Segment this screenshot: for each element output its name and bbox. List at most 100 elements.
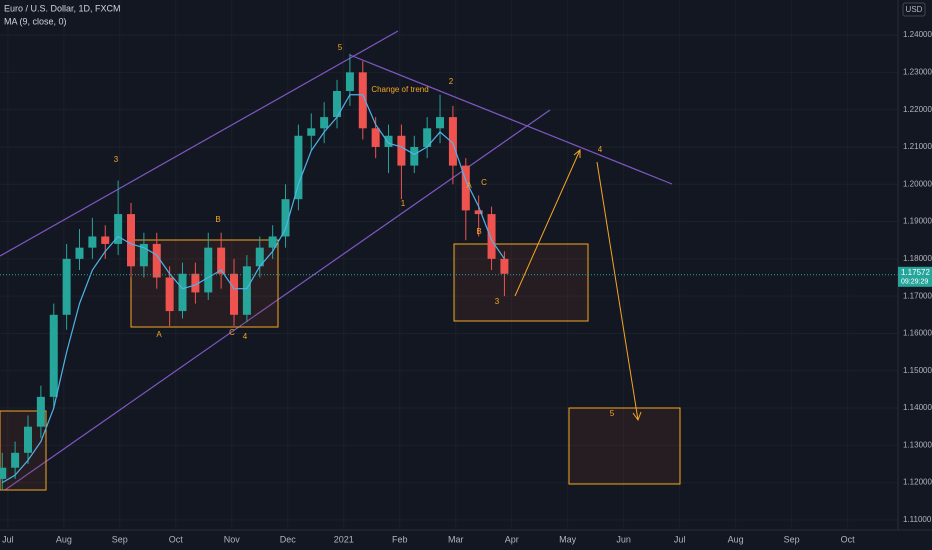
annotation: 3: [114, 155, 119, 164]
candle-body: [294, 135, 303, 200]
indicator-label: MA (9, close, 0): [4, 16, 67, 26]
x-tick-label: 2021: [334, 534, 354, 544]
chart-title: Euro / U.S. Dollar, 1D, FXCM: [4, 3, 121, 13]
candle-body: [62, 258, 71, 315]
candle-body: [191, 273, 200, 293]
x-tick-label: May: [559, 534, 577, 544]
annotation: 4: [243, 332, 248, 341]
candle-body: [88, 236, 97, 248]
candle-body: [307, 128, 316, 136]
x-tick-label: Aug: [728, 534, 744, 544]
candle-body: [384, 135, 393, 147]
x-tick-label: Jul: [2, 534, 14, 544]
candle-body: [242, 266, 251, 315]
currency-button[interactable]: [902, 2, 926, 17]
x-tick-label: Feb: [392, 534, 408, 544]
y-tick-label: 1.13000: [903, 440, 932, 449]
annotation: Change of trend: [371, 85, 428, 94]
x-tick-label: Nov: [224, 534, 241, 544]
candle-body: [436, 117, 445, 129]
x-tick-label: Aug: [56, 534, 72, 544]
currency-label[interactable]: USD: [906, 5, 923, 14]
y-tick-label: 1.16000: [903, 329, 932, 338]
annotation: 1: [401, 199, 406, 208]
annotation: 5: [338, 43, 343, 52]
y-tick-label: 1.24000: [903, 30, 932, 39]
y-tick-label: 1.21000: [903, 142, 932, 151]
candle-body: [358, 72, 367, 129]
y-tick-label: 1.20000: [903, 179, 932, 188]
candle-body: [101, 236, 110, 244]
annotation: C: [229, 328, 235, 337]
x-tick-label: Oct: [169, 534, 184, 544]
y-tick-label: 1.23000: [903, 67, 932, 76]
arrow: [514, 148, 581, 297]
candle-body: [114, 214, 123, 244]
candle-body: [11, 452, 20, 468]
candle-body: [165, 277, 174, 312]
candle-body: [333, 91, 342, 118]
annotation: B: [215, 215, 220, 224]
candle-body: [500, 258, 509, 274]
candle-body: [139, 243, 148, 267]
candle-body: [75, 247, 84, 259]
candle-body: [268, 236, 277, 248]
candle-body: [461, 165, 470, 211]
channel-upper: [0, 30, 399, 257]
candle-body: [204, 247, 213, 293]
annotation: 2: [449, 77, 454, 86]
annotation: C: [481, 178, 487, 187]
candle-body: [281, 199, 290, 237]
candle-body: [487, 214, 496, 259]
ma-line: [1, 94, 505, 484]
x-tick-label: Oct: [841, 534, 856, 544]
candle-body: [410, 146, 419, 166]
x-tick-label: Mar: [448, 534, 464, 544]
arrow: [596, 161, 642, 422]
annotation: 4: [598, 145, 603, 154]
annotation: A: [466, 181, 472, 190]
y-tick-label: 1.14000: [903, 403, 932, 412]
candle-body: [49, 314, 58, 397]
y-tick-label: 1.18000: [903, 254, 932, 263]
candle-body: [255, 247, 264, 267]
candle-body: [127, 214, 136, 267]
candle-body: [152, 243, 161, 278]
candle-body: [23, 426, 32, 453]
candle-body: [397, 135, 406, 166]
candle-body: [448, 117, 457, 166]
candle-body: [320, 117, 329, 129]
candle-body: [230, 273, 239, 315]
y-tick-label: 1.19000: [903, 217, 932, 226]
x-tick-label: Sep: [784, 534, 800, 544]
y-tick-label: 1.22000: [903, 105, 932, 114]
x-tick-label: Apr: [505, 534, 519, 544]
candle-body: [178, 273, 187, 312]
x-tick-label: Jul: [674, 534, 686, 544]
annotation: 3: [495, 297, 500, 306]
x-tick-label: Sep: [112, 534, 128, 544]
candle-body: [217, 247, 226, 274]
x-tick-label: Dec: [280, 534, 297, 544]
x-tick-label: Jun: [616, 534, 631, 544]
annotation: 5: [610, 409, 615, 418]
candle-body: [0, 467, 7, 479]
annotation: A: [156, 330, 162, 339]
zone-box: [568, 407, 681, 485]
price-tag: [898, 266, 932, 287]
candle-body: [371, 128, 380, 147]
candle-body: [423, 128, 432, 147]
price-tag-label: 1.17572: [901, 268, 930, 277]
candle-body: [345, 72, 354, 92]
trend-line: [349, 54, 673, 185]
annotation: B: [476, 227, 481, 236]
y-tick-label: 1.11000: [903, 515, 932, 524]
y-tick-label: 1.17000: [903, 291, 932, 300]
countdown-label: 09:29:29: [901, 279, 928, 286]
candle-body: [36, 396, 45, 427]
y-tick-label: 1.12000: [903, 478, 932, 487]
y-tick-label: 1.15000: [903, 366, 932, 375]
